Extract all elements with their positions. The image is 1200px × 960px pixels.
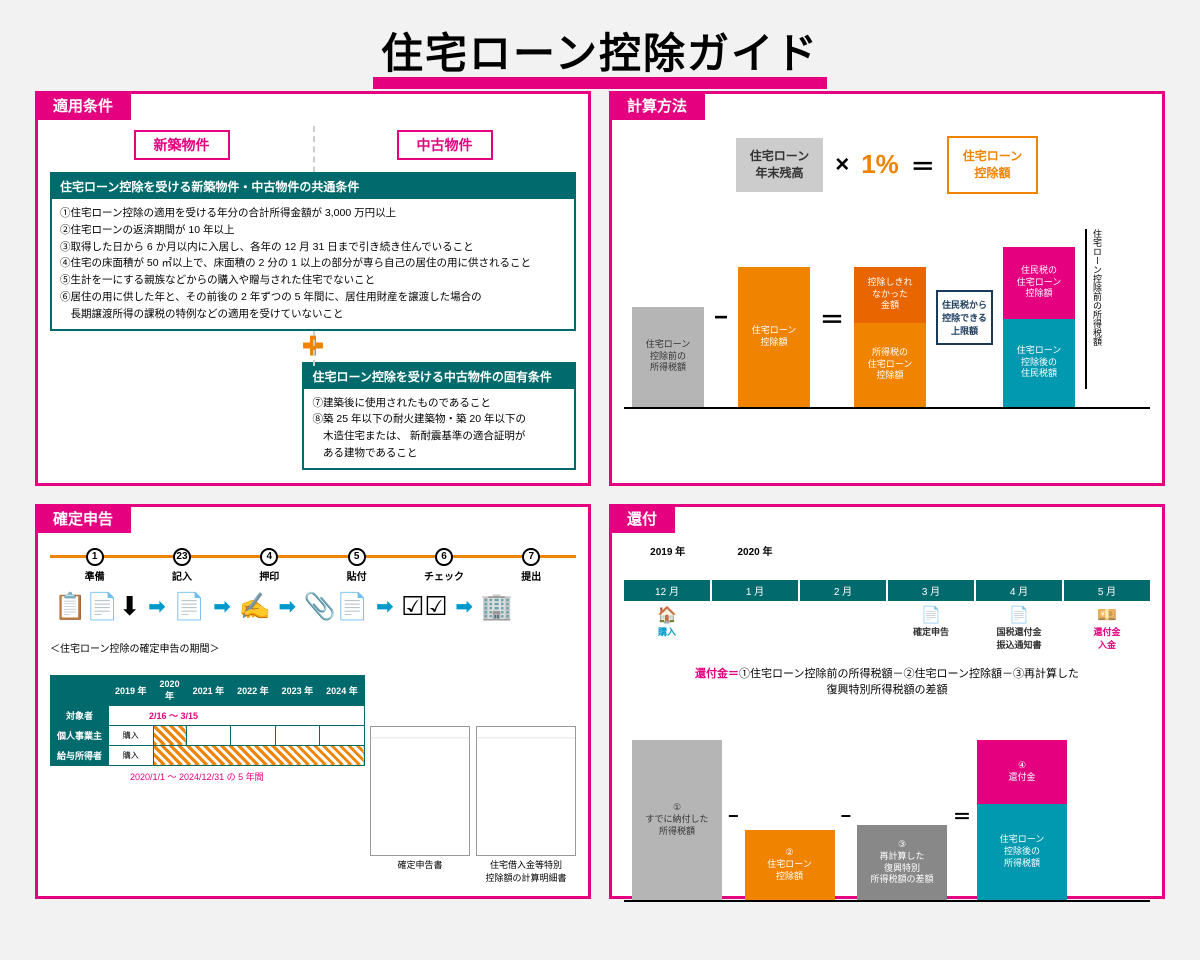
new-tag: 新築物件	[134, 130, 230, 160]
bar3: 控除しきれ なかった 金額 所得税の 住宅ローン 控除額	[854, 267, 926, 407]
arrow-icon: ➡	[149, 594, 166, 619]
panel-calc-title: 計算方法	[609, 91, 705, 120]
title-text: 住宅ローン控除ガイド	[373, 30, 827, 89]
docs: 確定申告書 住宅借入金等特別 控除額の計算明細書	[370, 726, 576, 884]
panel-filing: 確定申告 1準備23記入4押印5貼付6チェック7提出 📋📄⬇ ➡ 📄 ➡ ✍ ➡ 📎📄…	[35, 504, 591, 899]
limit-box: 住民税から 控除できる 上限額	[936, 290, 993, 345]
year2: 2020 年	[711, 543, 798, 558]
refund-bars: ① すでに納付した 所得税額 − ② 住宅ローン 控除額 − ③ 再計算した 復…	[624, 732, 1150, 902]
submit-icon: 🏢	[480, 591, 512, 622]
stamp-icon: ✍	[238, 591, 270, 622]
icons-row: 📋📄⬇ ➡ 📄 ➡ ✍ ➡ 📎📄 ➡ ☑☑ ➡ 🏢	[50, 591, 576, 622]
doc1-img	[370, 726, 470, 856]
times-op: ×	[835, 151, 849, 179]
panel-filing-title: 確定申告	[35, 504, 131, 533]
arrow-icon: ➡	[279, 594, 296, 619]
month-row: 12 月1 月2 月3 月4 月5 月	[624, 580, 1150, 601]
pct: 1%	[861, 149, 899, 180]
result-box: 住宅ローン 控除額	[947, 136, 1038, 194]
eq-op: ＝	[911, 147, 935, 182]
panel-conditions: 適用条件 新築物件 中古物件 住宅ローン控除を受ける新築物件・中古物件の共通条件…	[35, 91, 591, 486]
used-tag: 中古物件	[397, 130, 493, 160]
arrow-icon: ➡	[214, 594, 231, 619]
steps-row: 1準備23記入4押印5貼付6チェック7提出	[50, 546, 576, 583]
arrow-icon: ➡	[376, 594, 393, 619]
formula: 還付金＝①住宅ローン控除前の所得税額－②住宅ローン控除額－③再計算した 復興特別…	[624, 665, 1150, 697]
minus-op: −	[714, 304, 728, 332]
calc-bars: 住宅ローン 控除前の 所得税額 − 住宅ローン 控除額 ＝ 控除しきれ なかった…	[624, 229, 1150, 409]
panel-calc: 計算方法 住宅ローン 年末残高 × 1% ＝ 住宅ローン 控除額 住宅ローン 控…	[609, 91, 1165, 486]
rbar4: ④ 還付金 住宅ローン 控除後の 所得税額	[977, 740, 1067, 900]
panel-grid: 適用条件 新築物件 中古物件 住宅ローン控除を受ける新築物件・中古物件の共通条件…	[0, 91, 1200, 899]
attach-icon: 📎📄	[304, 591, 369, 622]
bar2: 住宅ローン 控除額	[738, 267, 810, 407]
bar4: 住民税の 住宅ローン 控除額 住宅ローン 控除後の 住民税額	[1003, 247, 1075, 407]
rbar2: ② 住宅ローン 控除額	[745, 830, 835, 900]
side-label: 住宅ローン控除前の所得税額	[1085, 229, 1104, 389]
panel-refund-title: 還付	[609, 504, 675, 533]
main-title: 住宅ローン控除ガイド	[0, 0, 1200, 91]
refund-icons: 🏠購入📄確定申告📄国税還付金 振込通知書💴還付金 入金	[624, 605, 1150, 651]
doc1-label: 確定申告書	[370, 858, 470, 871]
period-title: ＜住宅ローン控除の確定申告の期間＞	[50, 640, 576, 655]
write-icon: 📄	[173, 591, 205, 622]
docs-icon: 📋📄⬇	[54, 591, 141, 622]
used-box: 住宅ローン控除を受ける中古物件の固有条件 ⑦建築後に使用されたものであること⑧築…	[302, 362, 576, 470]
calc-formula: 住宅ローン 年末残高 × 1% ＝ 住宅ローン 控除額	[624, 136, 1150, 194]
doc2-label: 住宅借入金等特別 控除額の計算明細書	[476, 858, 576, 884]
year1: 2019 年	[624, 543, 711, 558]
doc2-img	[476, 726, 576, 856]
used-header: 住宅ローン控除を受ける中古物件の固有条件	[304, 364, 574, 389]
common-list: ①住宅ローン控除の適用を受ける年分の合計所得金額が 3,000 万円以上②住宅ロ…	[52, 199, 574, 329]
arrow-icon: ➡	[456, 594, 473, 619]
panel-conditions-title: 適用条件	[35, 91, 131, 120]
timeline-table: 2019 年2020 年2021 年2022 年2023 年2024 年 対象者…	[50, 675, 365, 766]
rbar3: ③ 再計算した 復興特別 所得税額の差額	[857, 825, 947, 900]
check-icon: ☑☑	[401, 591, 448, 622]
rbar1: ① すでに納付した 所得税額	[632, 740, 722, 900]
used-list: ⑦建築後に使用されたものであること⑧築 25 年以下の耐火建築物・築 20 年以…	[304, 389, 574, 468]
common-header: 住宅ローン控除を受ける新築物件・中古物件の共通条件	[52, 174, 574, 199]
panel-refund: 還付 2019 年 2020 年 12 月1 月2 月3 月4 月5 月 🏠購入…	[609, 504, 1165, 899]
common-box: 住宅ローン控除を受ける新築物件・中古物件の共通条件 ①住宅ローン控除の適用を受け…	[50, 172, 576, 331]
eq2-op: ＝	[820, 300, 844, 335]
bar1: 住宅ローン 控除前の 所得税額	[632, 307, 704, 407]
balance-box: 住宅ローン 年末残高	[736, 138, 823, 192]
